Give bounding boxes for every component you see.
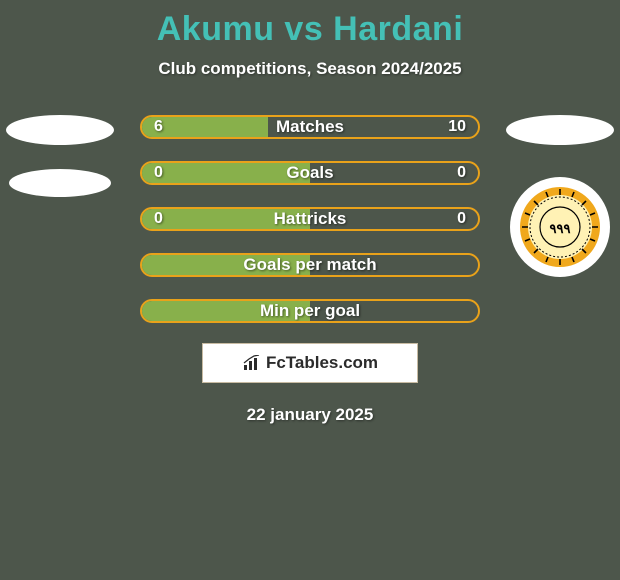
subtitle: Club competitions, Season 2024/2025	[0, 59, 620, 79]
svg-text:۹۹۹: ۹۹۹	[550, 221, 571, 236]
bar-label: Matches	[276, 117, 344, 137]
watermark-text: FcTables.com	[266, 353, 378, 373]
bar-fill-left	[142, 163, 310, 183]
right-club-logo-2: ۹۹۹	[510, 177, 610, 277]
bar-label: Min per goal	[260, 301, 360, 321]
bar-value-right: 0	[457, 210, 466, 228]
bar-value-left: 0	[154, 164, 163, 182]
content-area: ۹۹۹ Matches 6 10 Goals 0 0 Hattricks 0 0 Goals pe…	[0, 115, 620, 425]
left-player-logos	[6, 115, 114, 197]
stat-bar: Goals 0 0	[140, 161, 480, 185]
stat-bar: Goals per match	[140, 253, 480, 277]
stat-bars: Matches 6 10 Goals 0 0 Hattricks 0 0 Goals per ma…	[140, 115, 480, 323]
left-club-logo-1	[6, 115, 114, 145]
comparison-widget: Akumu vs Hardani Club competitions, Seas…	[0, 0, 620, 580]
stat-bar: Hattricks 0 0	[140, 207, 480, 231]
watermark: FcTables.com	[202, 343, 418, 383]
chart-icon	[242, 355, 262, 371]
bar-value-right: 10	[448, 118, 466, 136]
bar-label: Goals per match	[243, 255, 376, 275]
stat-bar: Min per goal	[140, 299, 480, 323]
bar-value-left: 0	[154, 210, 163, 228]
sepahan-badge-icon: ۹۹۹	[510, 177, 610, 277]
bar-label: Hattricks	[274, 209, 347, 229]
right-player-logos: ۹۹۹	[506, 115, 614, 277]
bar-value-left: 6	[154, 118, 163, 136]
left-club-logo-2	[9, 169, 111, 197]
bar-label: Goals	[286, 163, 333, 183]
page-title: Akumu vs Hardani	[0, 0, 620, 49]
date-text: 22 january 2025	[0, 405, 620, 425]
right-club-logo-1	[506, 115, 614, 145]
bar-value-right: 0	[457, 164, 466, 182]
stat-bar: Matches 6 10	[140, 115, 480, 139]
